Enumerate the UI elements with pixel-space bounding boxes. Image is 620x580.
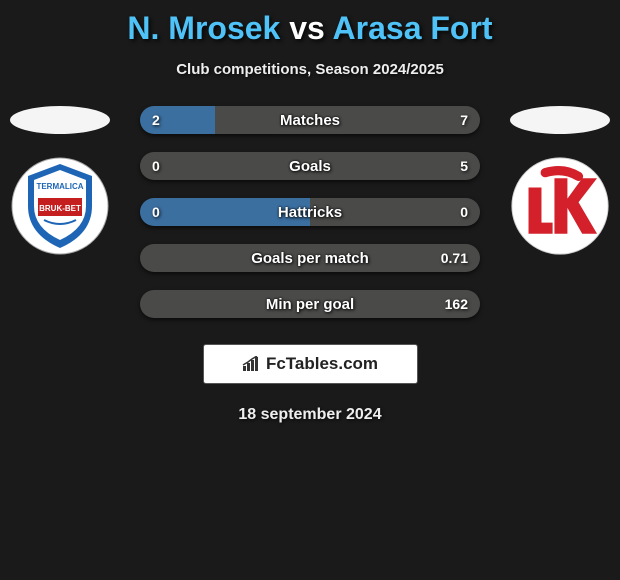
termalica-crest-icon: TERMALICA BRUK-BET: [10, 156, 110, 256]
stats-list: 2 7 Matches 0 5 Goals 0 0 Hattricks 0.71 Goals per…: [140, 106, 480, 318]
player2-silhouette: [510, 106, 610, 134]
svg-text:TERMALICA: TERMALICA: [36, 182, 83, 191]
stat-label: Goals: [289, 158, 331, 175]
lks-crest-icon: [510, 152, 610, 260]
stat-bar: 2 7 Matches: [140, 106, 480, 134]
stat-label: Matches: [280, 112, 340, 129]
date-text: 18 september 2024: [0, 406, 620, 424]
stat-value-left: 0: [152, 158, 160, 174]
stat-value-right: 7: [460, 112, 468, 128]
subtitle: Club competitions, Season 2024/2025: [0, 61, 620, 78]
stat-label: Hattricks: [278, 204, 342, 221]
team-left-column: TERMALICA BRUK-BET: [10, 106, 110, 256]
vs-text: vs: [289, 10, 325, 46]
svg-text:BRUK-BET: BRUK-BET: [39, 204, 81, 213]
player1-silhouette: [10, 106, 110, 134]
chart-icon: [242, 356, 262, 372]
watermark-text: FcTables.com: [266, 354, 378, 374]
stat-bar: 0.71 Goals per match: [140, 244, 480, 272]
stat-label: Min per goal: [266, 296, 354, 313]
stat-value-right: 0: [460, 204, 468, 220]
stat-value-left: 0: [152, 204, 160, 220]
player1-name: N. Mrosek: [127, 10, 280, 46]
stat-fill-right: [215, 106, 480, 134]
stat-value-right: 0.71: [441, 250, 468, 266]
stat-bar: 0 5 Goals: [140, 152, 480, 180]
stat-bar: 162 Min per goal: [140, 290, 480, 318]
comparison-area: TERMALICA BRUK-BET 2 7 Matches 0 5 Goals 0 0 Hat…: [0, 106, 620, 318]
stat-value-right: 5: [460, 158, 468, 174]
player2-name: Arasa Fort: [333, 10, 493, 46]
stat-value-left: 2: [152, 112, 160, 128]
stat-value-right: 162: [445, 296, 468, 312]
team-right-column: [510, 106, 610, 256]
team-right-crest: [510, 156, 610, 256]
watermark: FcTables.com: [203, 344, 418, 384]
team-left-crest: TERMALICA BRUK-BET: [10, 156, 110, 256]
page-title: N. Mrosek vs Arasa Fort: [0, 0, 620, 47]
stat-bar: 0 0 Hattricks: [140, 198, 480, 226]
stat-label: Goals per match: [251, 250, 369, 267]
